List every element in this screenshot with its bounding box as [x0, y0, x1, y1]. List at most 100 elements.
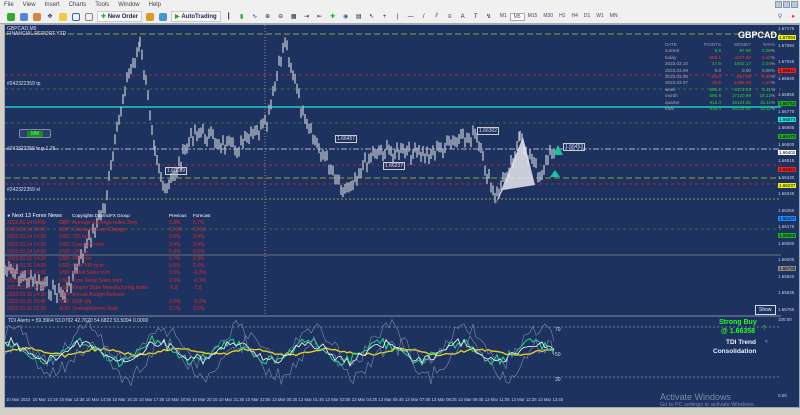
menu-insert[interactable]: Insert — [44, 2, 60, 8]
expert-icon[interactable] — [145, 11, 155, 22]
chart-window[interactable]: GBPCAD,M5 FINANCIAL REPORT YTD GBPCAD #2… — [4, 24, 800, 408]
profiles-icon[interactable] — [19, 11, 29, 22]
price-label: 1.67175 — [778, 26, 795, 31]
terminal-icon[interactable] — [71, 11, 81, 22]
line-chart-icon[interactable]: ∿ — [252, 14, 258, 20]
menu-tools[interactable]: Tools — [95, 2, 110, 8]
stats-header: DATE POINTS MONEY%%% — [665, 42, 775, 48]
menu-view[interactable]: View — [22, 2, 36, 8]
stats-date: 2023.03.09 — [665, 67, 688, 73]
stats-row: today 598.1 4377.60 5.15% — [665, 55, 775, 61]
menu-window[interactable]: Window — [118, 2, 140, 8]
crosshair-icon[interactable]: ✥ — [47, 14, 53, 20]
time-label: 13 Mar 07:05 — [404, 397, 431, 402]
search-icon[interactable]: ⚲ — [777, 14, 783, 20]
stats-money: -1696.28 — [732, 80, 751, 86]
timeframe-m1[interactable]: M1 — [499, 12, 507, 19]
timeframe-m30[interactable]: M30 — [543, 12, 554, 19]
volatility-band-upper — [5, 318, 555, 370]
consolidation-icon: ≈ — [765, 339, 768, 345]
tile-windows-icon[interactable]: ▦ — [290, 14, 297, 20]
chart-shift-icon[interactable]: ⇤ — [317, 14, 323, 20]
news-time: 2023.03.15 14:30 — [7, 263, 46, 270]
trendline-icon[interactable]: / — [422, 13, 425, 20]
cursor-icon[interactable]: ↖ — [369, 14, 375, 20]
timeframe-m15[interactable]: M15 — [527, 12, 538, 19]
mm-button[interactable]: MM — [19, 129, 51, 138]
price-label: 1.66940 — [778, 75, 795, 81]
news-row: 2023.03.15 14:30 USD: Retail Sales m/m 3.0… — [7, 270, 227, 277]
channel-icon[interactable]: ⫽ — [435, 13, 439, 19]
arrows-icon[interactable]: ↯ — [486, 14, 492, 20]
news-previous: 2.0% — [169, 299, 181, 306]
time-label: 13 Mar 13:45 — [537, 397, 564, 402]
news-event: NZD: GDP q/q — [59, 299, 92, 306]
zoom-out-icon[interactable]: ⊖ — [278, 14, 284, 20]
stats-col-header: %% — [762, 42, 771, 47]
fibonacci-icon[interactable]: ≡ — [447, 13, 452, 20]
financial-report-table: DATE POINTS MONEY%%% current 5.9 87.90 0.09% to… — [665, 42, 775, 112]
close-button[interactable] — [791, 1, 798, 8]
news-previous: 12.9K — [169, 227, 183, 234]
chart-symbol-header: GBPCAD,M5 — [7, 26, 37, 32]
news-time: 2023.03.14 14:30 — [7, 234, 46, 241]
show-button[interactable]: Show — [755, 305, 776, 315]
timeframe-h1[interactable]: H1 — [559, 12, 566, 19]
autotrading-button[interactable]: ▶ AutoTrading — [171, 11, 221, 22]
harmonic-pattern — [495, 137, 535, 205]
stats-money: 17120.99 — [731, 93, 751, 99]
news-row: 2023.03.14 14:30 USD: CPI y/y 6.4% 6.0% — [7, 249, 227, 256]
time-label: 13 Mar 00:25 — [271, 397, 298, 402]
bar-chart-icon[interactable]: ┃ — [226, 14, 231, 20]
menu-charts[interactable]: Charts — [68, 2, 87, 8]
price-label: 1.66855 — [778, 92, 795, 97]
new-order-button[interactable]: ✚ New Order — [97, 11, 143, 22]
stats-date: 2023.03.08 — [665, 73, 688, 79]
tester-icon[interactable] — [84, 11, 94, 22]
restore-button[interactable] — [783, 1, 790, 8]
market-watch-icon[interactable] — [32, 11, 42, 22]
autoscroll-icon[interactable]: ⇥ — [304, 14, 310, 20]
notifications-icon[interactable]: ● — [791, 13, 795, 20]
stats-date: current — [665, 48, 680, 54]
stats-date: today — [665, 54, 677, 60]
price-label: 1.66515 — [778, 158, 795, 163]
text-icon[interactable]: A — [460, 13, 465, 20]
stats-col-header: % — [771, 42, 776, 47]
news-time: 2023.03.14 09:00 — [7, 220, 46, 226]
menu-file[interactable]: File — [4, 2, 14, 8]
indicator-title: TDI Alerts = 59.3964 53.0792 42.7620 54.… — [8, 318, 149, 324]
templates-icon[interactable]: ▤ — [355, 14, 362, 20]
timeframe-d1[interactable]: D1 — [583, 12, 591, 19]
new-chart-icon[interactable] — [6, 11, 16, 22]
timeframe-w1[interactable]: W1 — [596, 12, 604, 19]
minimize-button[interactable] — [775, 1, 782, 8]
timeframe-h4[interactable]: H4 — [571, 12, 578, 19]
zoom-in-icon[interactable]: ⊕ — [265, 14, 271, 20]
timeframe-m5[interactable]: M5 — [509, 12, 525, 21]
price-label: 1.66430 — [778, 174, 795, 180]
horizontal-line-icon[interactable]: — — [407, 13, 414, 20]
indicators-icon[interactable]: ✚ — [330, 14, 336, 20]
periods-icon[interactable]: ◉ — [343, 14, 349, 20]
time-axis: 10 Mar 2023 10 Mar 12:15 10 Mar 13:35 10 Ma… — [6, 397, 564, 402]
level-30: 30 — [555, 377, 561, 383]
timeframe-mn[interactable]: MN — [609, 12, 618, 19]
text-label-icon[interactable]: T — [473, 13, 478, 20]
percent-sign: % — [771, 54, 776, 60]
menu-help[interactable]: Help — [148, 2, 161, 8]
time-label: 10 Mar 21:35 — [218, 397, 245, 402]
news-row: 2023.03.15 14:30 USD: Empire State Manufa… — [7, 285, 227, 292]
candlestick-icon[interactable]: ▮ — [240, 14, 244, 20]
vertical-line-icon[interactable]: | — [396, 13, 399, 20]
news-previous: 0.5% — [169, 263, 181, 270]
triangle-icon — [550, 170, 560, 177]
navigator-icon[interactable] — [58, 11, 68, 22]
signals-icon[interactable] — [158, 11, 168, 22]
box-label: 1.66453 — [563, 143, 586, 151]
price-axis[interactable]: 1.67175 1.67094 1.67025 1.66940 1.66855 1.667… — [776, 24, 800, 408]
news-event: USD: CPI y/y — [59, 248, 89, 255]
news-forecast: -0.2% — [193, 299, 207, 306]
crosshair-tool-icon[interactable]: + — [382, 13, 387, 20]
chart-canvas[interactable] — [5, 25, 800, 409]
